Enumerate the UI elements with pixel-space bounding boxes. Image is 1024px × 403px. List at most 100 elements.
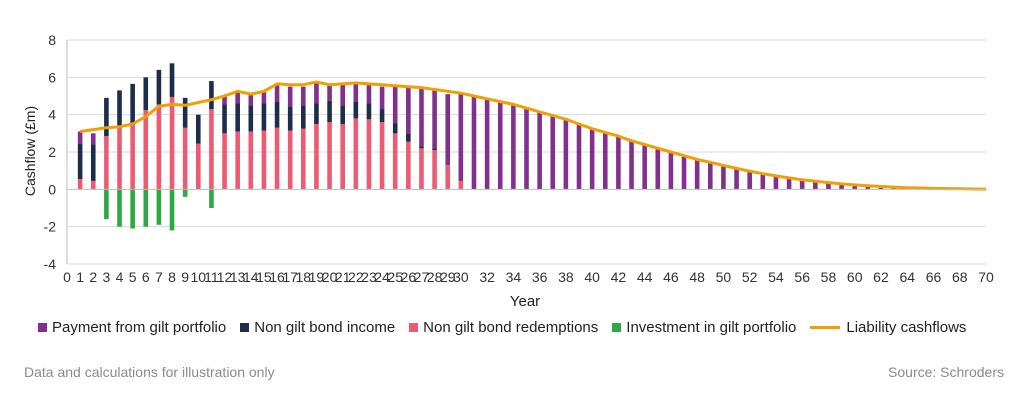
bar-payment-from-gilt-portfolio xyxy=(655,148,661,190)
legend-line-orange xyxy=(810,326,841,329)
y-axis-label: Cashflow (£m) xyxy=(22,106,38,196)
bar-non-gilt-bond-income xyxy=(261,103,267,131)
x-tick-label: 32 xyxy=(479,269,495,285)
bar-payment-from-gilt-portfolio xyxy=(524,108,529,190)
bar-non-gilt-bond-redemptions xyxy=(77,179,83,190)
bar-non-gilt-bond-income xyxy=(340,105,345,124)
bar-non-gilt-bond-redemptions xyxy=(432,150,437,190)
bar-payment-from-gilt-portfolio xyxy=(261,92,267,104)
bar-non-gilt-bond-redemptions xyxy=(222,133,227,190)
bar-payment-from-gilt-portfolio xyxy=(616,136,621,190)
bar-payment-from-gilt-portfolio xyxy=(708,162,713,190)
bar-payment-from-gilt-portfolio xyxy=(550,115,556,190)
bar-non-gilt-bond-income xyxy=(366,103,372,120)
bar-payment-from-gilt-portfolio xyxy=(576,124,582,190)
bar-non-gilt-bond-redemptions xyxy=(235,131,240,190)
bar-non-gilt-bond-income xyxy=(353,101,359,119)
bar-payment-from-gilt-portfolio xyxy=(392,86,398,124)
bar-payment-from-gilt-portfolio xyxy=(773,175,779,190)
legend-item-non-gilt-bond-income: Non gilt bond income xyxy=(240,319,395,336)
bar-non-gilt-bond-income xyxy=(195,114,201,144)
bar-payment-from-gilt-portfolio xyxy=(458,94,464,181)
bar-payment-from-gilt-portfolio xyxy=(406,86,411,134)
x-tick-label: 52 xyxy=(742,269,758,285)
legend-swatch-pink xyxy=(409,323,419,332)
x-tick-label: 26 xyxy=(401,269,417,285)
bar-payment-from-gilt-portfolio xyxy=(563,119,569,190)
bar-non-gilt-bond-redemptions xyxy=(419,148,424,190)
bar-payment-from-gilt-portfolio xyxy=(274,83,280,102)
x-tick-label: 28 xyxy=(427,269,443,285)
bar-payment-from-gilt-portfolio xyxy=(222,96,227,105)
legend-label: Liability cashflows xyxy=(846,319,967,336)
legend-item-liability-cashflows: Liability cashflows xyxy=(810,319,966,336)
x-tick-label: 21 xyxy=(335,269,351,285)
bar-payment-from-gilt-portfolio xyxy=(432,89,437,149)
legend-item-non-gilt-bond-redemptions: Non gilt bond redemptions xyxy=(409,319,598,336)
x-tick-label: 60 xyxy=(847,269,863,285)
bar-non-gilt-bond-income xyxy=(419,146,424,149)
bar-non-gilt-bond-redemptions xyxy=(340,124,345,190)
bar-payment-from-gilt-portfolio xyxy=(353,82,359,102)
bar-payment-from-gilt-portfolio xyxy=(301,86,306,106)
bar-non-gilt-bond-redemptions xyxy=(156,104,162,190)
y-tick-label: 0 xyxy=(48,181,56,197)
axes xyxy=(66,40,986,265)
x-tick-label: 19 xyxy=(309,269,325,285)
bar-non-gilt-bond-redemptions xyxy=(314,124,319,190)
bar-payment-from-gilt-portfolio xyxy=(839,183,844,190)
bar-payment-from-gilt-portfolio xyxy=(77,131,83,144)
bar-non-gilt-bond-income xyxy=(169,63,175,97)
bar-non-gilt-bond-redemptions xyxy=(406,141,411,190)
bar-payment-from-gilt-portfolio xyxy=(589,128,595,190)
bar-non-gilt-bond-income xyxy=(379,109,385,123)
bar-non-gilt-bond-income xyxy=(222,104,227,134)
bar-payment-from-gilt-portfolio xyxy=(865,185,871,190)
bar-non-gilt-bond-income xyxy=(301,105,306,129)
bar-payment-from-gilt-portfolio xyxy=(602,132,608,190)
bar-payment-from-gilt-portfolio xyxy=(366,83,372,104)
bar-payment-from-gilt-portfolio xyxy=(484,98,490,190)
bar-payment-from-gilt-portfolio xyxy=(721,165,726,190)
x-tick-label: 5 xyxy=(129,269,137,285)
bar-payment-from-gilt-portfolio xyxy=(629,140,634,190)
bar-payment-from-gilt-portfolio xyxy=(537,111,542,190)
bar-non-gilt-bond-income xyxy=(90,144,96,181)
x-tick-label: 14 xyxy=(243,269,259,285)
x-tick-label: 13 xyxy=(230,269,246,285)
x-tick-label: 0 xyxy=(63,269,71,285)
bar-payment-from-gilt-portfolio xyxy=(760,173,766,190)
x-tick-label: 62 xyxy=(873,269,889,285)
legend-label: Non gilt bond redemptions xyxy=(423,319,599,336)
bar-investment-in-gilt-portfolio xyxy=(156,189,162,225)
x-tick-labels: 0 1 2 3 4 5 6 7 8 9 101112131415161718192021222324… xyxy=(63,269,994,285)
legend-label: Investment in gilt portfolio xyxy=(626,319,797,336)
x-tick-label: 24 xyxy=(374,269,390,285)
x-tick-label: 10 xyxy=(190,269,206,285)
y-tick-label: -2 xyxy=(44,219,57,235)
x-tick-label: 50 xyxy=(716,269,732,285)
x-tick-label: 54 xyxy=(768,269,784,285)
bar-non-gilt-bond-redemptions xyxy=(379,122,385,190)
bar-non-gilt-bond-income xyxy=(130,83,135,125)
bar-payment-from-gilt-portfolio xyxy=(694,159,700,190)
bar-investment-in-gilt-portfolio xyxy=(209,189,214,208)
bar-non-gilt-bond-redemptions xyxy=(195,143,201,190)
bar-non-gilt-bond-redemptions xyxy=(169,96,175,190)
illustration-note: Data and calculations for illustration o… xyxy=(24,364,275,380)
bar-non-gilt-bond-income xyxy=(117,90,122,128)
x-tick-label: 15 xyxy=(256,269,272,285)
legend-label: Payment from gilt portfolio xyxy=(52,319,227,336)
liability-cashflows-line xyxy=(79,80,987,191)
bar-payment-from-gilt-portfolio xyxy=(786,177,792,190)
x-tick-label: 4 xyxy=(116,269,124,285)
bar-payment-from-gilt-portfolio xyxy=(681,155,687,190)
y-tick-label: 8 xyxy=(48,32,56,48)
bar-non-gilt-bond-redemptions xyxy=(209,109,214,190)
bar-non-gilt-bond-redemptions xyxy=(353,118,359,190)
liability-line-group xyxy=(79,80,987,191)
x-tick-label: 66 xyxy=(926,269,942,285)
x-axis-label: Year xyxy=(510,293,540,310)
bar-payment-from-gilt-portfolio xyxy=(327,84,332,101)
